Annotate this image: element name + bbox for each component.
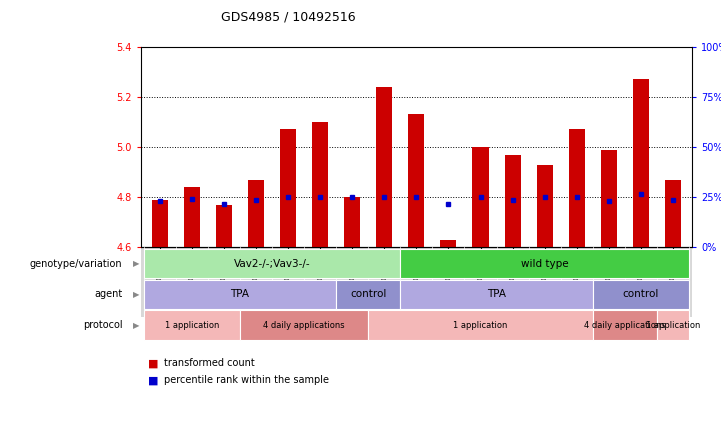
Text: percentile rank within the sample: percentile rank within the sample (164, 375, 329, 385)
Bar (184, 187, 200, 247)
Bar (472, 147, 489, 247)
Text: 1 application: 1 application (164, 321, 219, 330)
Text: transformed count: transformed count (164, 358, 255, 368)
Text: ▶: ▶ (133, 290, 140, 299)
Bar (569, 129, 585, 247)
Bar (665, 180, 681, 247)
Text: 1 application: 1 application (646, 321, 700, 330)
Text: Vav2-/-;Vav3-/-: Vav2-/-;Vav3-/- (234, 258, 310, 269)
Bar (408, 114, 425, 247)
Bar (376, 87, 392, 247)
Text: ▶: ▶ (133, 259, 140, 268)
Text: 1 application: 1 application (454, 321, 508, 330)
Bar (344, 197, 360, 247)
Bar (280, 129, 296, 247)
Text: control: control (350, 289, 386, 299)
Text: TPA: TPA (487, 289, 506, 299)
Text: 4 daily applications: 4 daily applications (584, 321, 665, 330)
Text: agent: agent (94, 289, 123, 299)
Bar (216, 205, 232, 247)
Text: genotype/variation: genotype/variation (30, 258, 123, 269)
Bar (505, 154, 521, 247)
Text: wild type: wild type (521, 258, 568, 269)
Bar (312, 122, 328, 247)
Bar (536, 165, 553, 247)
Bar (248, 180, 264, 247)
Bar (441, 240, 456, 247)
Text: 4 daily applications: 4 daily applications (263, 321, 345, 330)
Bar (633, 79, 649, 247)
Text: TPA: TPA (231, 289, 249, 299)
Bar (152, 200, 168, 247)
Text: ▶: ▶ (133, 321, 140, 330)
Text: ■: ■ (148, 358, 159, 368)
Text: protocol: protocol (83, 320, 123, 330)
Text: control: control (623, 289, 659, 299)
Bar (601, 149, 616, 247)
Text: ■: ■ (148, 375, 159, 385)
Text: GDS4985 / 10492516: GDS4985 / 10492516 (221, 11, 355, 24)
